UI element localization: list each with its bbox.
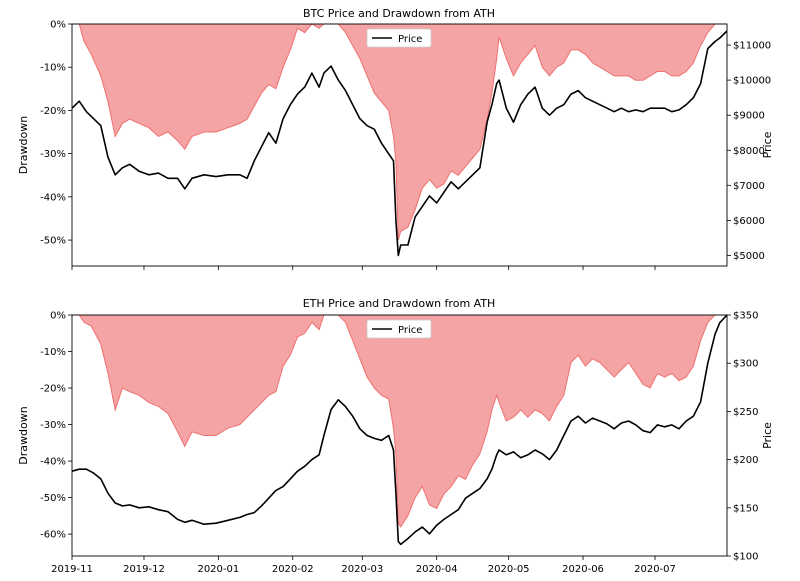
- btc-plot-frame: [71, 23, 728, 267]
- btc-drawdown-edge: [72, 23, 727, 241]
- eth-drawdown-area: [72, 315, 727, 527]
- eth-panel: ETH Price and Drawdown from ATH 0% -10% -2…: [17, 297, 774, 575]
- x-tick-label: 2020-01: [197, 564, 239, 575]
- btc-plot-area: [71, 23, 728, 267]
- eth-legend: Price: [366, 319, 432, 339]
- btc-left-axis: 0% -10% -20% -30% -40% -50%: [40, 20, 72, 247]
- x-tick-label: 2020-03: [341, 564, 383, 575]
- btc-legend-box: [366, 28, 432, 48]
- eth-legend-label: Price: [398, 325, 422, 336]
- btc-left-tick-label: -30%: [40, 149, 66, 160]
- eth-price-line: [71, 314, 728, 546]
- eth-right-tick-label: $250: [733, 407, 758, 418]
- btc-x-axis: [71, 266, 656, 270]
- eth-left-axis: 0% -10% -20% -30% -40% -50% -60%: [40, 311, 72, 541]
- x-tick-label: 2019-11: [51, 564, 93, 575]
- eth-right-axis-label: Price: [761, 422, 774, 449]
- btc-right-axis: $5000 $6000 $7000 $8000 $9000 $10000 $11000: [727, 41, 771, 262]
- eth-x-axis: 2019-11 2019-12 2020-01 2020-02 2020-03 2020-…: [51, 556, 676, 575]
- eth-plot-frame: [71, 314, 728, 557]
- eth-right-tick-label: $150: [733, 503, 758, 514]
- x-tick-label: 2019-12: [123, 564, 165, 575]
- eth-left-axis-label: Drawdown: [17, 406, 30, 464]
- eth-left-tick-label: -40%: [40, 457, 66, 468]
- btc-legend-label: Price: [398, 34, 422, 45]
- x-tick-label: 2020-07: [634, 564, 676, 575]
- eth-right-tick-label: $100: [733, 552, 758, 563]
- eth-drawdown-edge: [72, 314, 727, 528]
- eth-left-tick-label: -30%: [40, 420, 66, 431]
- x-tick-label: 2020-02: [272, 564, 314, 575]
- btc-left-tick-label: -50%: [40, 236, 66, 247]
- btc-right-tick-label: $11000: [733, 41, 771, 52]
- x-tick-label: 2020-06: [562, 564, 604, 575]
- eth-right-tick-label: $200: [733, 455, 758, 466]
- btc-right-tick-label: $9000: [733, 111, 765, 122]
- btc-price-line: [71, 30, 728, 257]
- btc-left-tick-label: -40%: [40, 192, 66, 203]
- eth-legend-box: [366, 319, 432, 339]
- btc-left-tick-label: -10%: [40, 63, 66, 74]
- btc-right-tick-label: $5000: [733, 251, 765, 262]
- eth-left-tick-label: -20%: [40, 384, 66, 395]
- eth-chart-title: ETH Price and Drawdown from ATH: [303, 297, 496, 310]
- eth-left-tick-label: -50%: [40, 493, 66, 504]
- btc-right-tick-label: $6000: [733, 216, 765, 227]
- eth-left-tick-label: -60%: [40, 530, 66, 541]
- eth-right-axis: $100 $150 $200 $250 $300 $350: [727, 311, 758, 563]
- btc-left-axis-label: Drawdown: [17, 116, 30, 174]
- eth-right-tick-label: $300: [733, 359, 758, 370]
- btc-right-tick-label: $7000: [733, 181, 765, 192]
- eth-plot-area: [71, 314, 728, 557]
- btc-drawdown-area: [72, 24, 727, 241]
- x-tick-label: 2020-04: [416, 564, 458, 575]
- btc-left-tick-label: 0%: [50, 20, 66, 31]
- btc-right-tick-label: $8000: [733, 146, 765, 157]
- eth-right-tick-label: $350: [733, 311, 758, 322]
- eth-left-tick-label: -10%: [40, 347, 66, 358]
- btc-left-tick-label: -20%: [40, 106, 66, 117]
- btc-legend: Price: [366, 28, 432, 48]
- btc-right-tick-label: $10000: [733, 76, 771, 87]
- btc-panel: BTC Price and Drawdown from ATH 0% -10% -2…: [17, 7, 774, 270]
- eth-left-tick-label: 0%: [50, 311, 66, 322]
- x-tick-label: 2020-05: [488, 564, 530, 575]
- btc-right-axis-label: Price: [761, 131, 774, 158]
- btc-chart-title: BTC Price and Drawdown from ATH: [303, 7, 495, 20]
